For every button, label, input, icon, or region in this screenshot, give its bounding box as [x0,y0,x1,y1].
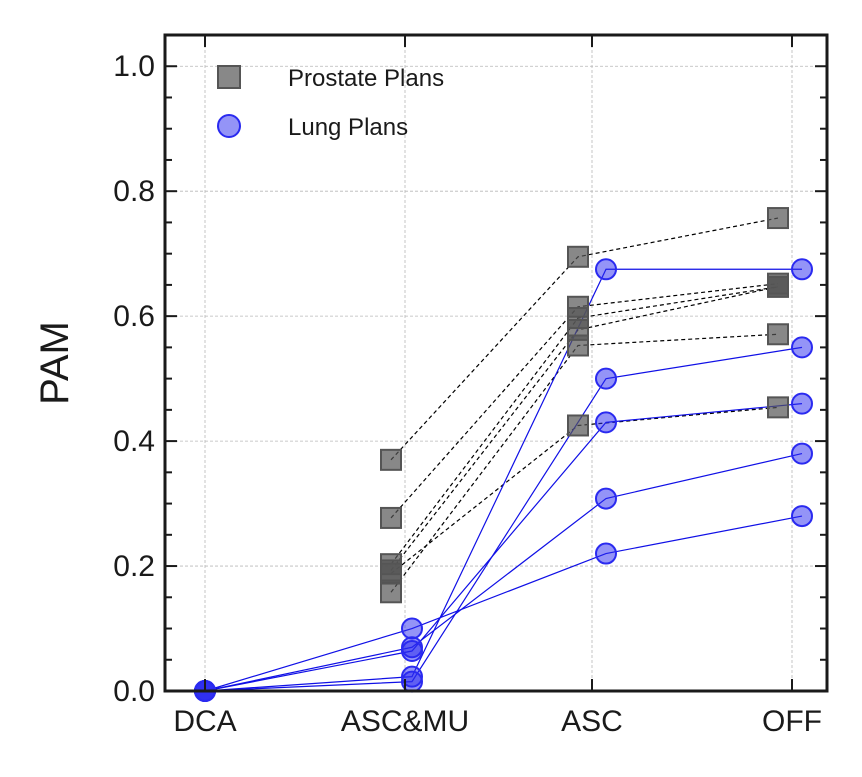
legend-label-prostate: Prostate Plans [288,65,444,92]
prostate-point [567,414,589,437]
lung-line [204,268,802,692]
prostate-point [380,581,402,604]
lung-point [595,258,617,281]
lung-point [791,442,813,465]
axes: 0.0 0.2 0.4 0.6 0.8 1.0 DCA ASC&MU ASC OFF PAM [33,33,829,738]
lung-point [791,392,813,415]
lung-point [595,411,617,434]
legend-marker-lung [217,114,241,138]
x-tick-label: DCA [173,705,236,738]
prostate-point [767,396,789,419]
lung-point [791,258,813,281]
x-tick-label: ASC [561,705,623,738]
y-tick-label: 0.0 [113,675,155,708]
lung-point [791,505,813,528]
prostate-line [390,333,779,593]
prostate-point [767,207,789,230]
lung-line [204,453,803,692]
legend-label-lung: Lung Plans [288,114,408,141]
prostate-point [767,323,789,346]
y-axis-title: PAM [33,321,77,405]
lung-line [204,515,803,692]
prostate-point [567,245,589,268]
x-tick-label: ASC&MU [341,705,469,738]
y-tick-label: 0.4 [113,425,155,458]
lung-point [791,336,813,359]
y-tick-label: 0.8 [113,175,155,208]
grid [165,35,827,692]
legend: Prostate Plans Lung Plans [217,65,444,141]
y-tick-label: 0.2 [113,550,155,583]
y-tick-label: 0.6 [113,300,155,333]
lung-point [401,636,423,659]
data-layer [194,207,813,702]
plot-frame [163,33,829,693]
prostate-point [380,506,402,529]
lung-point [595,542,617,565]
x-tick-label: OFF [762,705,822,738]
lung-point [401,617,423,640]
prostate-point [380,448,402,471]
lung-line [204,403,803,692]
lung-point [595,487,617,510]
lung-line [204,346,803,692]
y-tick-label: 1.0 [113,50,155,83]
prostate-point [567,334,589,357]
legend-marker-prostate [217,65,241,89]
prostate-point [380,562,402,585]
lung-point [595,367,617,390]
prostate-point [767,275,789,298]
